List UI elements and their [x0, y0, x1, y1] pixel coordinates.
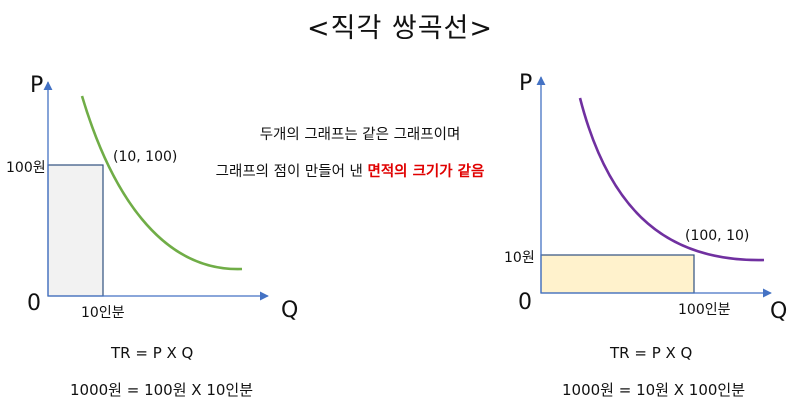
page-title: <직각 쌍곡선>: [306, 13, 494, 44]
left-x-axis-label: Q: [281, 298, 299, 323]
left-origin-label: 0: [27, 291, 41, 316]
right-revenue-rect: [540, 254, 695, 294]
right-formula: TR = P X Q: [610, 344, 693, 362]
left-quantity-label: 10인분: [81, 305, 125, 321]
explanation-line-1: 두개의 그래프는 같은 그래프이며: [259, 127, 461, 143]
right-demand-curve: [578, 97, 765, 262]
left-calculation: 1000원 = 100원 X 10인분: [70, 381, 254, 399]
right-y-axis-label: P: [519, 71, 533, 96]
left-y-axis-label: P: [30, 73, 44, 98]
left-price-label: 100원: [6, 160, 46, 176]
right-origin-label: 0: [518, 290, 532, 315]
left-point-label: (10, 100): [113, 149, 178, 165]
explanation-line-2: 그래프의 점이 만들어 낸 면적의 크기가 같음: [0, 160, 700, 181]
explanation-normal-text: 그래프의 점이 만들어 낸: [215, 164, 368, 180]
right-x-axis-label: Q: [770, 299, 788, 324]
right-point-label: (100, 10): [685, 228, 750, 244]
left-demand-curve: [80, 95, 243, 271]
right-price-label: 10원: [504, 250, 535, 266]
right-calculation: 1000원 = 10원 X 100인분: [562, 381, 746, 399]
left-formula: TR = P X Q: [111, 344, 194, 362]
explanation-highlight-text: 면적의 크기가 같음: [367, 164, 485, 180]
left-revenue-rect: [47, 164, 104, 297]
right-quantity-label: 100인분: [678, 302, 731, 318]
